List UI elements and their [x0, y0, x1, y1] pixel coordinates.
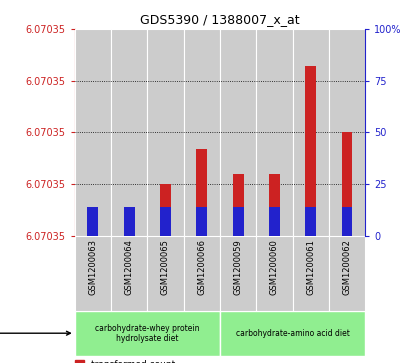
- Bar: [160, 207, 171, 236]
- Bar: [111, 236, 147, 311]
- Text: protocol: protocol: [0, 328, 71, 338]
- Bar: [196, 149, 207, 236]
- Text: carbohydrate-whey protein
hydrolysate diet: carbohydrate-whey protein hydrolysate di…: [95, 323, 200, 343]
- Text: GSM1200060: GSM1200060: [270, 239, 279, 295]
- Bar: [196, 207, 207, 236]
- Bar: [124, 225, 134, 236]
- Bar: [220, 311, 365, 356]
- Bar: [75, 29, 111, 236]
- Bar: [88, 207, 98, 236]
- Text: GSM1200066: GSM1200066: [197, 239, 206, 295]
- Bar: [293, 236, 329, 311]
- Bar: [329, 29, 365, 236]
- Bar: [220, 29, 256, 236]
- Text: GSM1200065: GSM1200065: [161, 239, 170, 295]
- Bar: [147, 236, 183, 311]
- Text: GSM1200061: GSM1200061: [306, 239, 315, 295]
- Bar: [111, 29, 147, 236]
- Bar: [124, 207, 134, 236]
- Bar: [256, 236, 293, 311]
- Bar: [293, 29, 329, 236]
- Bar: [183, 236, 220, 311]
- Text: GSM1200059: GSM1200059: [234, 239, 243, 295]
- Bar: [305, 66, 316, 236]
- Bar: [342, 132, 352, 236]
- Bar: [342, 207, 352, 236]
- Legend: transformed count, percentile rank within the sample: transformed count, percentile rank withi…: [71, 356, 247, 363]
- Bar: [329, 236, 365, 311]
- Text: GSM1200063: GSM1200063: [88, 239, 98, 295]
- Text: GSM1200062: GSM1200062: [342, 239, 352, 295]
- Bar: [269, 207, 280, 236]
- Bar: [269, 174, 280, 236]
- Bar: [220, 236, 256, 311]
- Text: carbohydrate-amino acid diet: carbohydrate-amino acid diet: [236, 329, 349, 338]
- Bar: [75, 311, 220, 356]
- Text: GSM1200064: GSM1200064: [124, 239, 134, 295]
- Bar: [256, 29, 293, 236]
- Bar: [75, 236, 111, 311]
- Bar: [88, 225, 98, 236]
- Bar: [305, 207, 316, 236]
- Title: GDS5390 / 1388007_x_at: GDS5390 / 1388007_x_at: [140, 13, 300, 26]
- Bar: [233, 174, 244, 236]
- Bar: [147, 29, 183, 236]
- Bar: [183, 29, 220, 236]
- Bar: [160, 184, 171, 236]
- Bar: [233, 207, 244, 236]
